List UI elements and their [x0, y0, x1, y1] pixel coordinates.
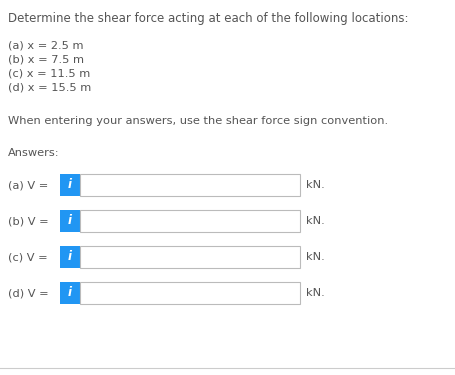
Text: (d) V =: (d) V = — [8, 288, 49, 298]
FancyBboxPatch shape — [60, 210, 80, 232]
FancyBboxPatch shape — [80, 282, 299, 304]
Text: i: i — [68, 286, 72, 300]
Text: kN.: kN. — [305, 180, 324, 190]
Text: kN.: kN. — [305, 216, 324, 226]
Text: (c) x = 11.5 m: (c) x = 11.5 m — [8, 68, 90, 78]
FancyBboxPatch shape — [80, 174, 299, 196]
Text: i: i — [68, 214, 72, 228]
FancyBboxPatch shape — [60, 282, 80, 304]
FancyBboxPatch shape — [80, 210, 299, 232]
Text: Determine the shear force acting at each of the following locations:: Determine the shear force acting at each… — [8, 12, 408, 25]
Text: (a) x = 2.5 m: (a) x = 2.5 m — [8, 40, 83, 50]
Text: i: i — [68, 178, 72, 192]
Text: kN.: kN. — [305, 288, 324, 298]
Text: kN.: kN. — [305, 252, 324, 262]
Text: Answers:: Answers: — [8, 148, 60, 158]
Text: (a) V =: (a) V = — [8, 180, 48, 190]
Text: i: i — [68, 251, 72, 264]
Text: When entering your answers, use the shear force sign convention.: When entering your answers, use the shea… — [8, 116, 387, 126]
FancyBboxPatch shape — [80, 246, 299, 268]
Text: (c) V =: (c) V = — [8, 252, 47, 262]
Text: (d) x = 15.5 m: (d) x = 15.5 m — [8, 82, 91, 92]
FancyBboxPatch shape — [60, 174, 80, 196]
Text: (b) V =: (b) V = — [8, 216, 49, 226]
FancyBboxPatch shape — [60, 246, 80, 268]
Text: (b) x = 7.5 m: (b) x = 7.5 m — [8, 54, 84, 64]
